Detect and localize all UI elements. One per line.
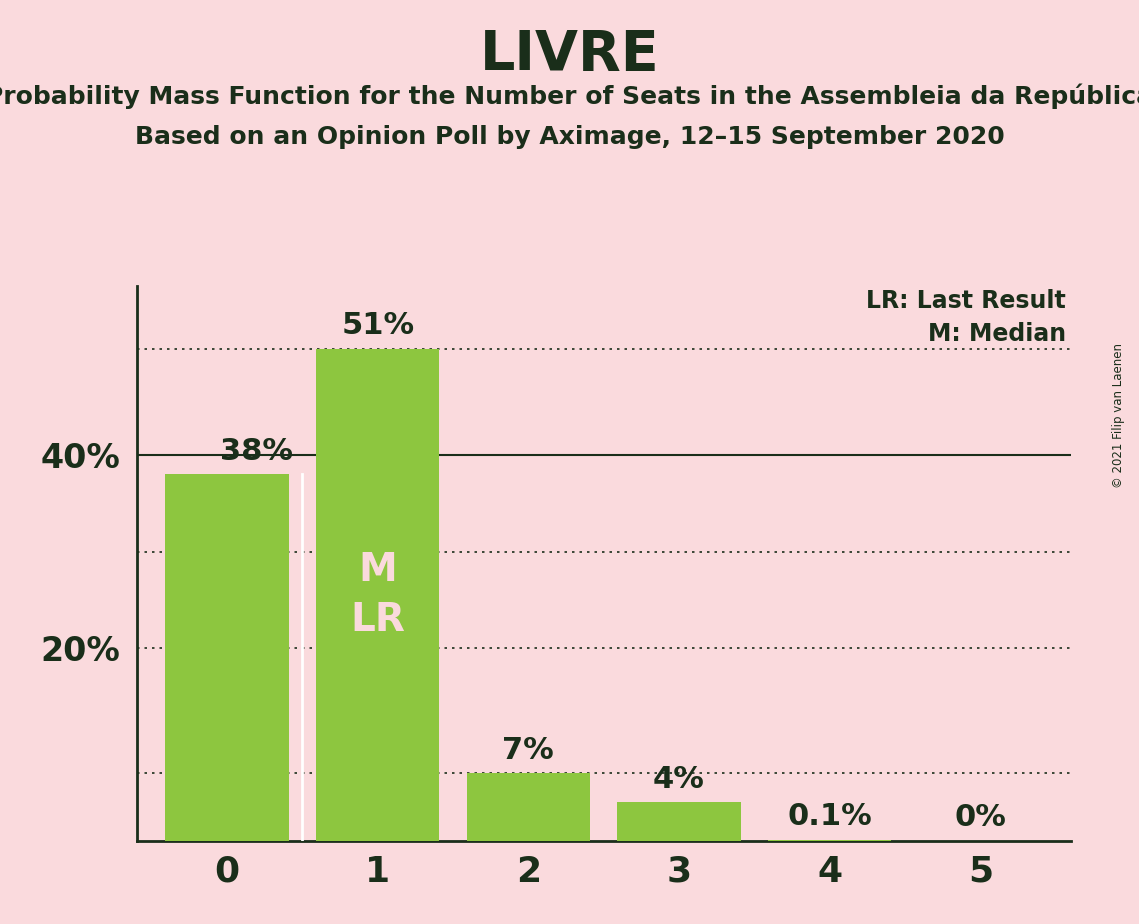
Text: LR: Last Result: LR: Last Result — [867, 289, 1066, 313]
Text: 4%: 4% — [653, 764, 705, 794]
Bar — [768, 840, 892, 841]
Text: M
LR: M LR — [351, 551, 405, 639]
Text: Based on an Opinion Poll by Aximage, 12–15 September 2020: Based on an Opinion Poll by Aximage, 12–… — [134, 125, 1005, 149]
Text: 0%: 0% — [954, 803, 1006, 833]
Text: 0.1%: 0.1% — [787, 802, 872, 832]
Text: © 2021 Filip van Laenen: © 2021 Filip van Laenen — [1112, 344, 1125, 488]
Text: 7%: 7% — [502, 736, 555, 765]
Text: 51%: 51% — [342, 311, 415, 340]
Bar — [316, 349, 440, 841]
Bar — [165, 474, 289, 841]
Text: Probability Mass Function for the Number of Seats in the Assembleia da República: Probability Mass Function for the Number… — [0, 83, 1139, 109]
Bar — [617, 802, 740, 841]
Text: M: Median: M: Median — [928, 322, 1066, 346]
Text: LIVRE: LIVRE — [480, 28, 659, 81]
Bar — [467, 773, 590, 841]
Text: 38%: 38% — [220, 437, 293, 466]
